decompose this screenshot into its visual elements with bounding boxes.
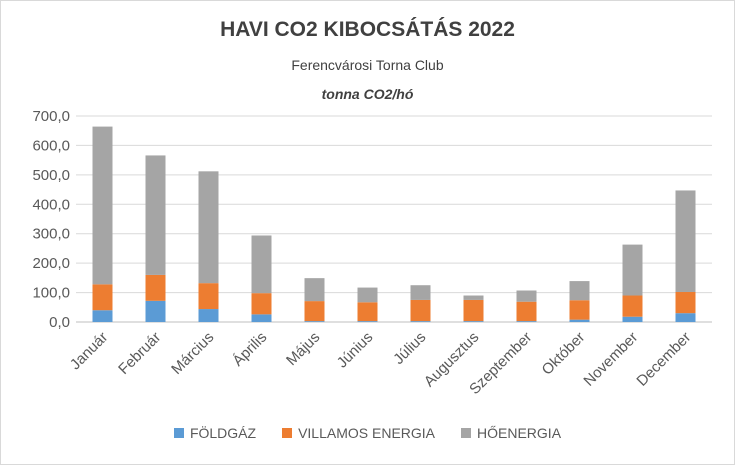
x-tick-label: Április bbox=[229, 329, 270, 370]
x-tick-label: Július bbox=[390, 329, 429, 368]
legend-item-hoenergia: HŐENERGIA bbox=[461, 425, 561, 441]
x-tick-label: Október bbox=[539, 329, 589, 379]
bar-segment-hőenergia bbox=[622, 244, 643, 296]
bar-segment-villamos-energia bbox=[622, 295, 643, 317]
legend-swatch-foldgaz bbox=[173, 428, 184, 438]
bar-segment-hőenergia bbox=[198, 171, 219, 284]
x-tick-label: Január bbox=[67, 329, 111, 373]
x-tick-label: Június bbox=[334, 329, 377, 372]
legend-label-villamos-energia: VILLAMOS ENERGIA bbox=[298, 425, 436, 441]
bar-segment-hőenergia bbox=[675, 190, 696, 292]
bar-segment-villamos-energia bbox=[357, 302, 378, 322]
bar-segment-villamos-energia bbox=[92, 284, 113, 311]
bar-segment-hőenergia bbox=[410, 285, 431, 300]
x-tick-label: November bbox=[580, 329, 641, 390]
x-tick-label: Március bbox=[168, 329, 217, 378]
y-tick-label: 200,0 bbox=[32, 255, 70, 272]
bar-segment-hőenergia bbox=[569, 281, 590, 301]
legend-swatch-villamos-energia bbox=[282, 428, 293, 438]
bar-segment-földgáz bbox=[198, 309, 219, 322]
y-tick-label: 600,0 bbox=[32, 137, 70, 154]
bar-segment-villamos-energia bbox=[516, 301, 537, 322]
bar-segment-földgáz bbox=[516, 321, 537, 322]
bar-segment-földgáz bbox=[675, 313, 696, 322]
legend-item-foldgaz: FÖLDGÁZ bbox=[173, 425, 257, 441]
bar-segment-hőenergia bbox=[145, 155, 166, 275]
bar-segment-hőenergia bbox=[251, 235, 272, 294]
bar-segment-földgáz bbox=[304, 321, 325, 322]
x-tick-label: December bbox=[633, 329, 694, 390]
bar-segment-villamos-energia bbox=[251, 293, 272, 315]
bar-segment-földgáz bbox=[145, 300, 166, 322]
bar-segment-földgáz bbox=[569, 319, 590, 322]
y-tick-label: 500,0 bbox=[32, 167, 70, 184]
bar-segment-villamos-energia bbox=[145, 274, 166, 301]
y-tick-label: 700,0 bbox=[32, 108, 70, 125]
legend-item-villamos-energia: VILLAMOS ENERGIA bbox=[282, 425, 435, 441]
bar-segment-földgáz bbox=[357, 321, 378, 322]
bar-segment-villamos-energia bbox=[198, 283, 219, 310]
legend-label-hoenergia: HŐENERGIA bbox=[477, 425, 562, 441]
bar-segment-hőenergia bbox=[516, 290, 537, 302]
y-tick-label: 0,0 bbox=[49, 314, 70, 331]
bar-segment-hőenergia bbox=[304, 278, 325, 302]
bar-segment-földgáz bbox=[92, 310, 113, 322]
bar-segment-villamos-energia bbox=[304, 301, 325, 322]
chart-legend: FÖLDGÁZ VILLAMOS ENERGIA HŐENERGIA bbox=[0, 425, 735, 441]
bar-segment-földgáz bbox=[622, 316, 643, 322]
chart-title: HAVI CO2 KIBOCSÁTÁS 2022 bbox=[220, 18, 515, 41]
bar-segment-földgáz bbox=[251, 314, 272, 322]
x-tick-label: Május bbox=[283, 329, 323, 369]
y-tick-label: 300,0 bbox=[32, 226, 70, 243]
bar-segment-villamos-energia bbox=[569, 300, 590, 320]
bar-segment-villamos-energia bbox=[675, 291, 696, 314]
legend-label-foldgaz: FÖLDGÁZ bbox=[189, 425, 257, 441]
bar-segment-hőenergia bbox=[357, 287, 378, 303]
x-tick-label: Február bbox=[115, 329, 164, 378]
bar-segment-villamos-energia bbox=[410, 299, 431, 322]
y-tick-label: 100,0 bbox=[32, 285, 70, 302]
y-tick-label: 400,0 bbox=[32, 196, 70, 213]
bar-segment-földgáz bbox=[463, 321, 484, 322]
bar-segment-földgáz bbox=[410, 321, 431, 322]
legend-swatch-hoenergia bbox=[461, 428, 472, 438]
bar-segment-hőenergia bbox=[463, 295, 484, 300]
chart-unit-label: tonna CO2/hó bbox=[321, 86, 414, 102]
bar-segment-villamos-energia bbox=[463, 299, 484, 322]
bar-segment-hőenergia bbox=[92, 126, 113, 285]
chart-subtitle: Ferencvárosi Torna Club bbox=[291, 57, 444, 73]
